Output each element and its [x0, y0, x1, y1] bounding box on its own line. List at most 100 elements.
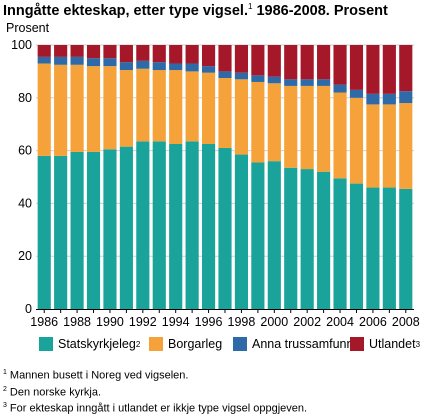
bar-2005-series-2 — [349, 89, 364, 98]
bar-2002-series-1 — [300, 85, 314, 170]
y-tick-label-20: 20 — [18, 249, 32, 263]
y-axis-label: Prosent — [6, 21, 50, 35]
bar-1988-series-0 — [70, 151, 84, 309]
bar-2000-series-3 — [267, 45, 281, 77]
bar-2003-series-3 — [317, 45, 331, 80]
bar-1996-series-1 — [201, 72, 216, 144]
bar-1989-series-2 — [86, 58, 101, 67]
bar-1994-series-2 — [169, 63, 183, 71]
footnotes: 1 Mannen busett i Noreg ved vigselen. 2 De… — [3, 366, 307, 416]
footnote-3: 3 For ekteskap inngått i utlandet er ikkj… — [3, 402, 308, 415]
bar-1997-series-2 — [218, 71, 232, 78]
bar-1988-series-2 — [70, 56, 84, 65]
legend-swatch-statskyrkjeleg — [39, 337, 53, 351]
bar-1998-series-2 — [234, 72, 249, 80]
legend-label-utlandet: Utlandet — [369, 337, 416, 351]
bar-1994-series-1 — [169, 70, 183, 144]
bar-1995-series-0 — [185, 141, 199, 309]
legend-swatch-borgarleg — [149, 337, 163, 351]
legend-item-utlandet: Utlandet 3 — [350, 337, 420, 351]
bar-2001-series-0 — [284, 167, 298, 309]
bar-1991-series-1 — [119, 70, 133, 147]
bar-1991-series-0 — [119, 146, 133, 309]
x-tick-label-2008: 2008 — [392, 315, 420, 329]
x-tick-label-1994: 1994 — [162, 315, 190, 329]
bar-1998-series-1 — [234, 79, 249, 155]
bar-1989-series-1 — [86, 66, 101, 152]
y-tick-label-100: 100 — [11, 38, 32, 52]
bar-1988-series-1 — [70, 64, 84, 152]
bar-1999-series-2 — [251, 75, 265, 82]
x-tick-label-2000: 2000 — [260, 315, 288, 329]
bar-1990-series-2 — [103, 58, 117, 67]
legend-swatch-anna-trussamfunn — [233, 337, 247, 351]
bar-2006-series-0 — [366, 187, 380, 309]
x-tick-label-1990: 1990 — [96, 315, 124, 329]
bar-2006-series-1 — [366, 104, 380, 188]
bar-1993-series-0 — [152, 141, 166, 309]
x-tick-label-2004: 2004 — [326, 315, 354, 329]
bar-1986-series-3 — [37, 45, 51, 57]
bar-1995-series-1 — [185, 71, 199, 142]
bar-1987-series-0 — [54, 155, 68, 309]
bar-2003-series-0 — [317, 171, 331, 309]
y-tick-label-0: 0 — [25, 302, 32, 316]
x-tick-label-2002: 2002 — [293, 315, 321, 329]
legend-label-statskyrkjeleg: Statskyrkjeleg — [58, 337, 136, 351]
legend-label-borgarleg: Borgarleg — [168, 337, 223, 351]
bar-2005-series-0 — [349, 183, 364, 309]
bar-1987-series-3 — [54, 45, 68, 57]
bar-2003-series-2 — [317, 79, 331, 86]
bar-2000-series-0 — [267, 161, 281, 309]
bar-1995-series-3 — [185, 45, 199, 64]
bar-2008-series-1 — [399, 103, 413, 189]
legend-item-borgarleg: Borgarleg — [149, 337, 222, 351]
bar-1999-series-1 — [251, 81, 265, 163]
bar-2004-series-1 — [333, 92, 347, 179]
bar-1987-series-1 — [54, 64, 68, 156]
bar-2001-series-1 — [284, 85, 298, 168]
bar-2007-series-3 — [382, 45, 396, 94]
y-tick-label-40: 40 — [18, 196, 32, 210]
bar-1998-series-3 — [234, 45, 249, 73]
bar-2004-series-2 — [333, 84, 347, 93]
bar-2001-series-3 — [284, 45, 298, 80]
y-tick-label-60: 60 — [18, 144, 32, 158]
x-tick-label-2006: 2006 — [359, 315, 387, 329]
bar-1991-series-2 — [119, 62, 133, 71]
bar-1990-series-3 — [103, 45, 117, 59]
bar-2002-series-0 — [300, 169, 314, 309]
bar-2006-series-2 — [366, 93, 380, 105]
x-tick-label-1988: 1988 — [63, 315, 91, 329]
footnote-2: 2 Den norske kyrkja. — [3, 385, 101, 399]
bar-2005-series-1 — [349, 97, 364, 184]
legend-swatch-utlandet — [350, 337, 364, 351]
bar-1997-series-0 — [218, 147, 232, 309]
bar-1999-series-0 — [251, 162, 265, 309]
stacked-bar-chart: Prosent 0 20 40 60 80 100 1986 1988 1990 1992 1994 1… — [6, 21, 420, 329]
bar-1988-series-3 — [70, 45, 84, 57]
x-tick-label-1996: 1996 — [195, 315, 223, 329]
bar-1989-series-3 — [86, 45, 101, 59]
bar-1991-series-3 — [119, 45, 133, 63]
bar-1990-series-0 — [103, 149, 117, 309]
bar-2000-series-1 — [267, 83, 281, 162]
bar-2001-series-2 — [284, 79, 298, 86]
bar-2007-series-2 — [382, 93, 396, 105]
bar-2006-series-3 — [366, 45, 380, 94]
bar-1999-series-3 — [251, 45, 265, 76]
bar-2008-series-2 — [399, 91, 413, 104]
bar-1992-series-2 — [136, 60, 150, 69]
bar-1994-series-3 — [169, 45, 183, 64]
bar-1997-series-3 — [218, 45, 232, 72]
bar-1992-series-3 — [136, 45, 150, 61]
bar-2003-series-1 — [317, 85, 331, 172]
bar-1993-series-3 — [152, 45, 166, 63]
chart-title: Inngåtte ekteskap, etter type vigsel.1 1… — [3, 2, 388, 19]
bar-1998-series-0 — [234, 154, 249, 309]
bar-2002-series-2 — [300, 79, 314, 86]
bar-1997-series-1 — [218, 78, 232, 148]
bar-2007-series-1 — [382, 104, 396, 188]
bar-1996-series-3 — [201, 45, 216, 67]
bar-1986-series-2 — [37, 56, 51, 64]
